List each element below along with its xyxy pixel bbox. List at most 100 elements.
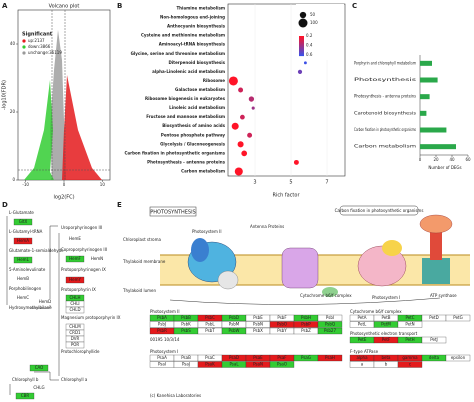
category-label: Carbon fixation in photosynthetic organi…	[125, 150, 226, 155]
legend-label: unchange:36119	[28, 50, 62, 55]
gene-label: PsbM	[229, 322, 240, 327]
protein-shape	[322, 287, 338, 297]
generated: -10 0 1002040up:2137down:3866unchange:3611…	[9, 4, 471, 400]
legend-label: up:2137	[28, 38, 45, 43]
gene-label: delta	[429, 355, 440, 360]
footer: (c) Kanehisa Laboratories	[150, 393, 201, 398]
category-label: Cysteine and methionine metabolism	[141, 33, 225, 38]
colorbar-cell	[299, 45, 304, 47]
x-axis-label: Number of DEGs	[428, 165, 461, 170]
category-label: Biosynthesis of amino acids	[162, 123, 225, 128]
y-axis-label: -log10(FDR)	[2, 80, 8, 110]
compound: Glutamate-1-semialdehyde	[9, 248, 64, 253]
bar	[420, 144, 456, 150]
gene-label: CHLI	[70, 301, 79, 306]
gene-label: PsbL	[205, 322, 215, 327]
gene-label: PsbN	[253, 322, 263, 327]
down-cloud	[24, 80, 54, 180]
gene-box	[29, 364, 49, 372]
gene-label: b	[385, 362, 388, 367]
footer: 00195 10/3/14	[150, 337, 180, 342]
colorbar-label: 0.4	[306, 43, 313, 48]
gene-label: PsaF	[277, 355, 287, 360]
bar	[420, 60, 432, 66]
gene-label: PsbQ	[325, 322, 335, 327]
bubble	[234, 167, 243, 176]
gene-label: PetL	[358, 322, 367, 327]
colorbar-cell	[299, 42, 304, 44]
bubble	[248, 96, 255, 102]
category-label: alpha-Linolenic acid metabolism	[152, 69, 225, 74]
category-label: Pentose phosphate pathway	[161, 132, 226, 137]
x-tick-label: 20	[433, 157, 439, 162]
colorbar-cell	[299, 46, 304, 48]
gene-label: PsbY	[277, 328, 287, 333]
region-label: Chloroplast stroma	[123, 237, 161, 242]
colorbar-cell	[299, 50, 304, 52]
gene-label: PsbJ	[158, 322, 166, 327]
y-tick-label: 20	[10, 109, 16, 114]
antenna-label: Antenna Proteins	[250, 224, 284, 229]
panel-label: A	[2, 2, 8, 10]
gene-label: HemB	[17, 276, 29, 281]
gene-label: PsbK	[181, 322, 191, 327]
colorbar-label: 0.2	[306, 33, 313, 38]
x-tick-label: 3	[253, 180, 256, 186]
gene-label: CAO	[35, 365, 44, 370]
gene-label: HemL	[17, 257, 29, 262]
plot-title: Volcano plot	[49, 4, 80, 10]
gene-label: PsaN	[253, 362, 263, 367]
gene-label: beta	[381, 355, 391, 360]
colorbar-cell	[299, 43, 304, 45]
atp-synthase-shape	[422, 258, 450, 284]
gene-label: gamma	[402, 355, 418, 360]
x-tick-label: 0	[63, 182, 66, 187]
gene-box	[269, 361, 295, 368]
unchanged-cloud	[50, 30, 66, 180]
category-label: Photosynthesis - antenna proteins	[147, 159, 225, 164]
gene-label: PetN	[405, 322, 414, 327]
compound: Chlorophyll b	[12, 377, 39, 382]
bubble	[231, 122, 239, 130]
panel-label: D	[2, 201, 8, 209]
legend-label: down:3866	[28, 44, 51, 49]
gene-label: PsaC	[205, 355, 215, 360]
gene-label: PetC	[405, 315, 414, 320]
gene-label: PsbX	[253, 328, 263, 333]
category-label: Anthocyanin biosynthesis	[167, 24, 226, 29]
gene-label: HemA	[17, 238, 29, 243]
compound: Protochlorophyllide	[61, 349, 100, 354]
gene-box	[13, 218, 33, 226]
gene-label: PsbR	[157, 328, 167, 333]
gene-label: GltX	[19, 219, 28, 224]
gene-label: CRD1	[69, 330, 81, 335]
bar	[420, 110, 427, 116]
gene-label: PetD	[429, 315, 438, 320]
gene-box	[15, 392, 35, 400]
x-tick-label: 0	[419, 157, 422, 162]
bubble	[293, 159, 299, 165]
legend-dot	[22, 51, 26, 55]
compound: Hydroxymethylbilane	[9, 305, 52, 310]
colorbar-label: 0.6	[306, 52, 313, 57]
atp-synthase-shape	[419, 214, 453, 234]
electron-flow	[169, 297, 441, 305]
group-title: Photosystem II	[150, 309, 180, 314]
bar	[420, 94, 430, 100]
x-tick-label: 40	[449, 157, 455, 162]
colorbar-cell	[299, 44, 304, 46]
gene-box	[65, 341, 85, 349]
gene-label: CHLM	[69, 324, 81, 329]
complex-label: ATP synthase	[430, 293, 457, 298]
x-axis-label: Rich factor	[272, 193, 300, 199]
gene-label: PsaD	[229, 355, 239, 360]
gene-box	[88, 256, 106, 262]
compound: L-Glutamate	[9, 210, 34, 215]
gene-label: PetJ	[430, 337, 437, 342]
x-axis-label: log2(FC)	[53, 195, 74, 201]
gene-label: PsbA	[157, 315, 167, 320]
colorbar-cell	[299, 47, 304, 49]
category-label: Linoleic acid metabolism	[169, 105, 225, 110]
group-title: Photosystem I	[150, 349, 178, 354]
gene-box	[317, 321, 343, 328]
